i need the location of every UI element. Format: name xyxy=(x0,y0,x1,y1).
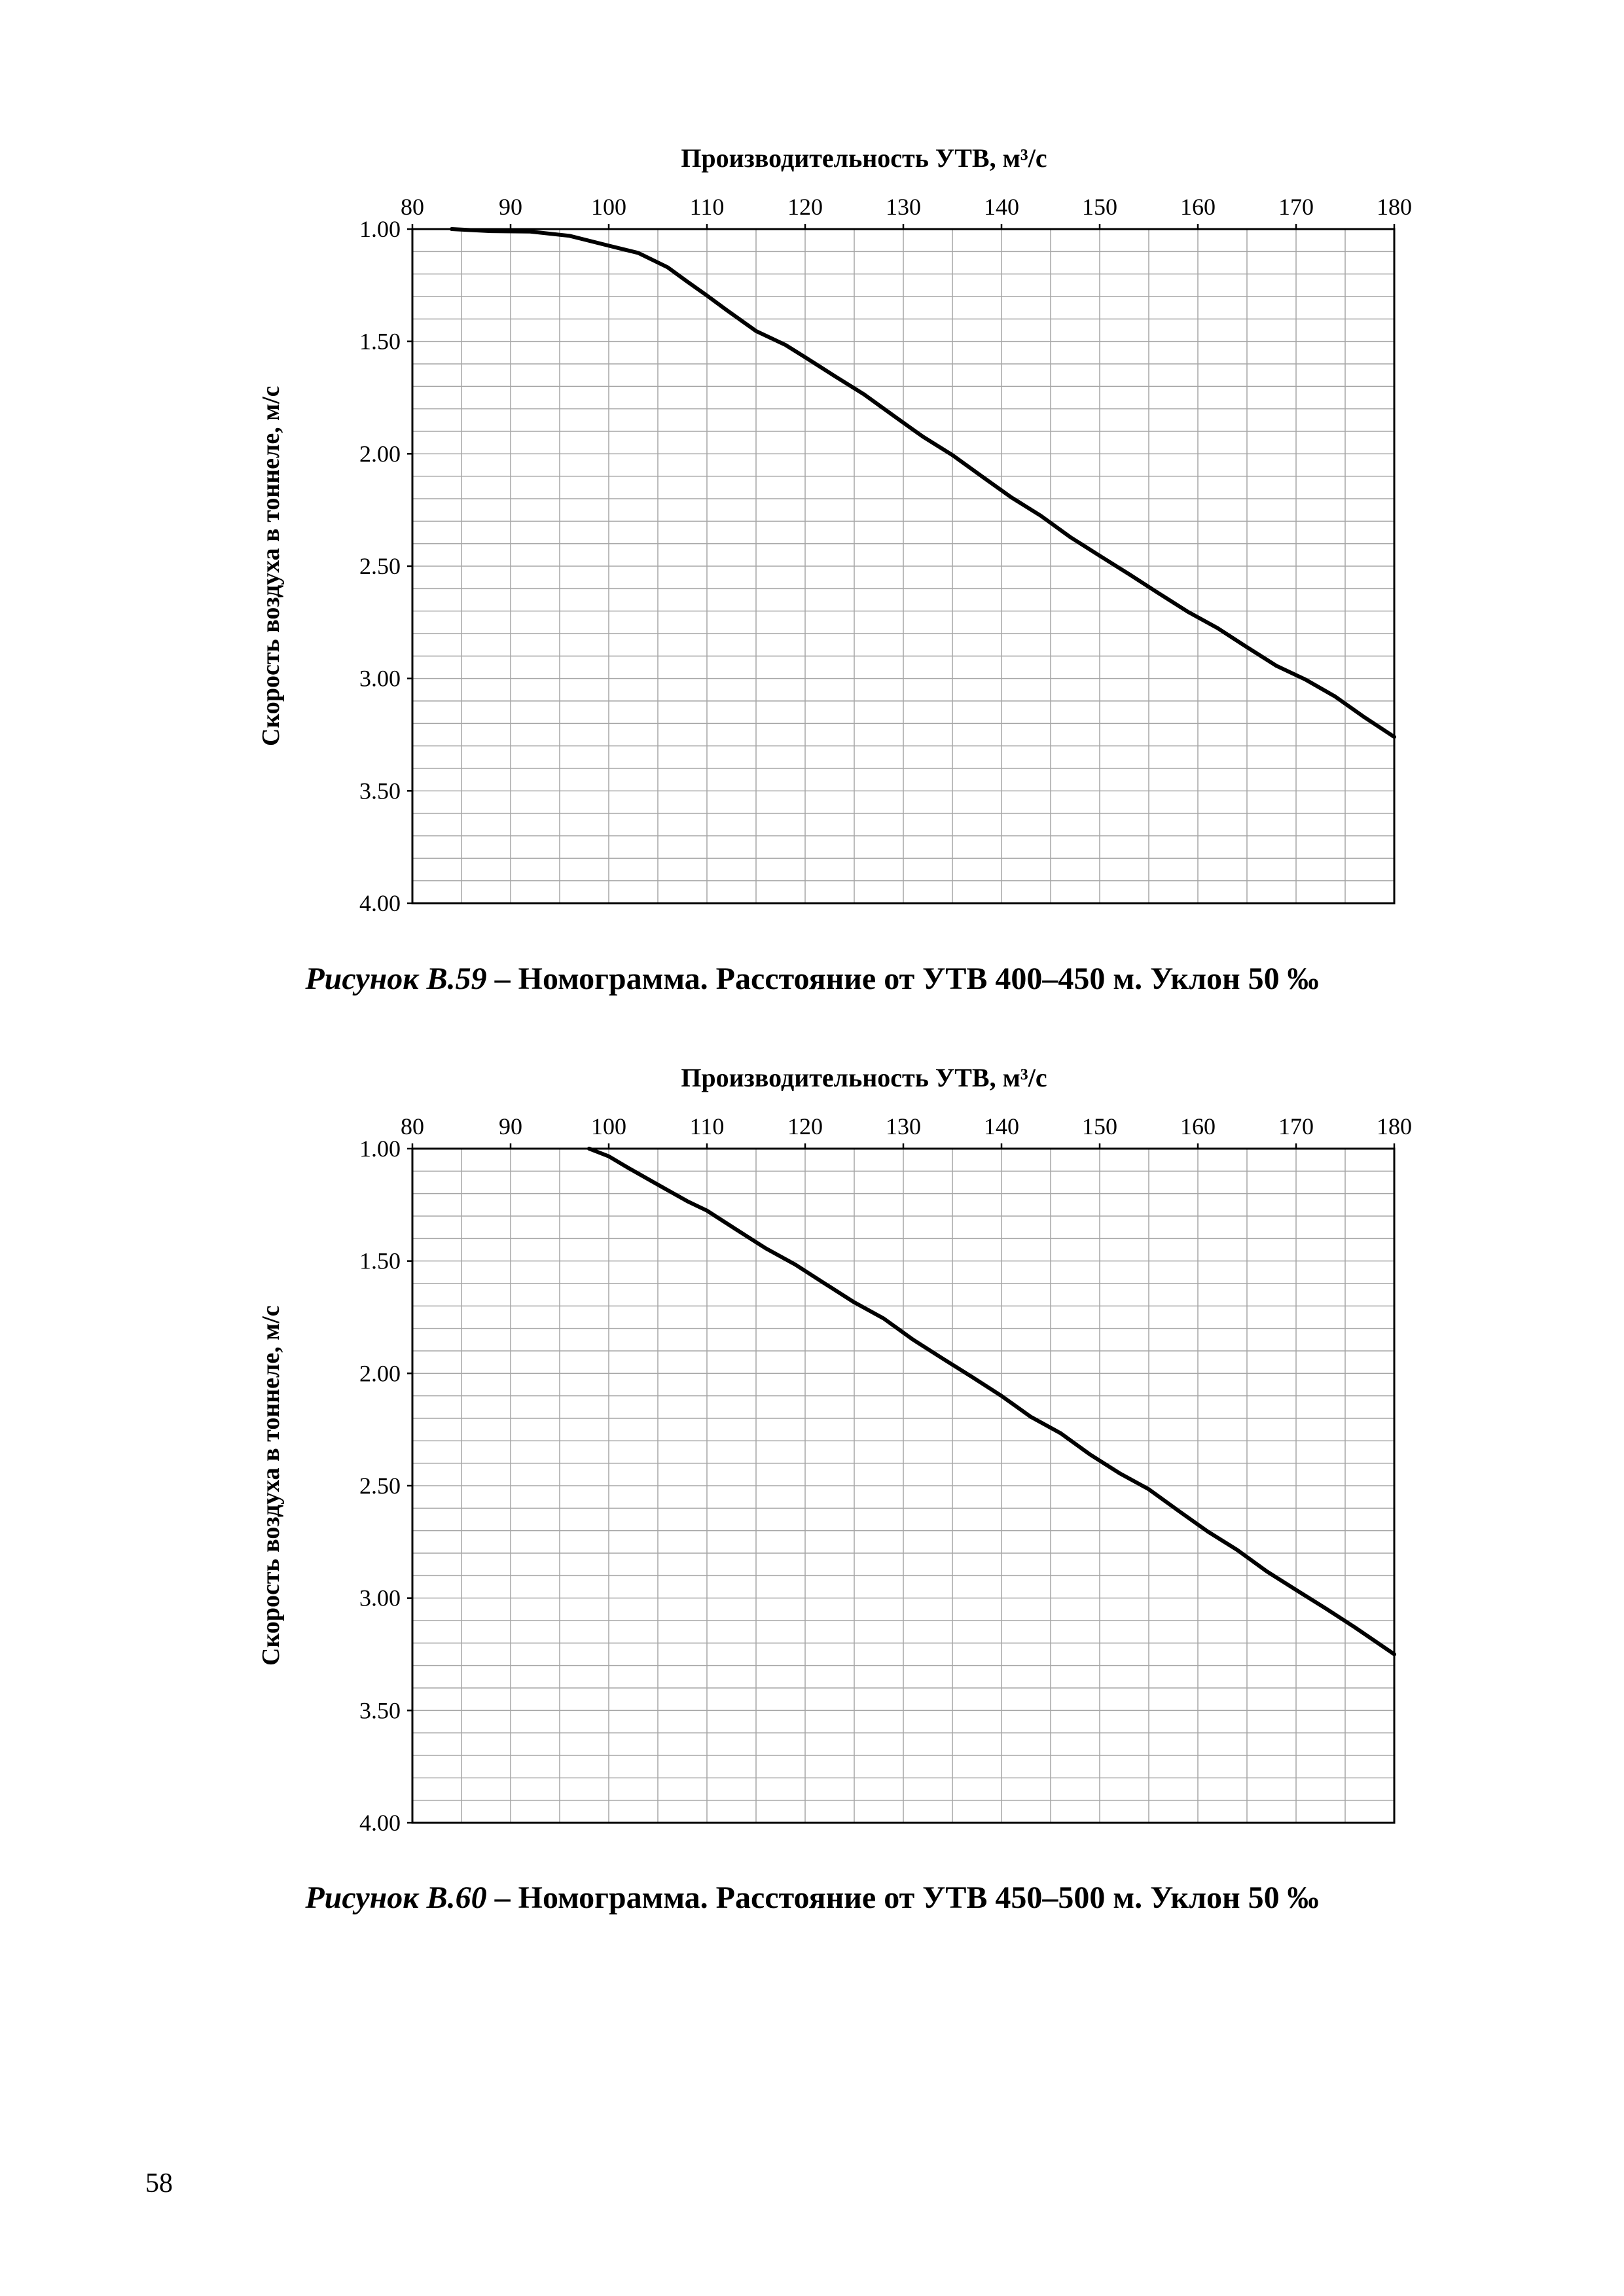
svg-text:170: 170 xyxy=(1278,1113,1314,1139)
svg-text:80: 80 xyxy=(401,1113,424,1139)
svg-text:180: 180 xyxy=(1377,1113,1412,1139)
svg-text:170: 170 xyxy=(1278,194,1314,220)
svg-text:130: 130 xyxy=(886,1113,921,1139)
svg-text:4.00: 4.00 xyxy=(359,1810,401,1836)
svg-text:3.50: 3.50 xyxy=(359,1697,401,1723)
svg-text:2.00: 2.00 xyxy=(359,1360,401,1386)
y-axis-title-2: Скорость воздуха в тоннеле, м/с xyxy=(257,1305,285,1666)
svg-text:1.00: 1.00 xyxy=(359,1136,401,1162)
x-axis-title-2: Производительность УТВ, м³/с xyxy=(681,1063,1047,1092)
x-axis-title-1: Производительность УТВ, м³/с xyxy=(681,143,1047,173)
page-number: 58 xyxy=(145,2168,173,2198)
svg-text:80: 80 xyxy=(401,194,424,220)
svg-text:160: 160 xyxy=(1180,1113,1216,1139)
svg-text:100: 100 xyxy=(591,194,626,220)
svg-text:120: 120 xyxy=(787,194,823,220)
svg-text:3.50: 3.50 xyxy=(359,778,401,804)
svg-text:180: 180 xyxy=(1377,194,1412,220)
svg-text:90: 90 xyxy=(499,194,522,220)
svg-text:110: 110 xyxy=(690,1113,725,1139)
svg-text:140: 140 xyxy=(984,1113,1019,1139)
figure-caption-2-number: Рисунок В.60 xyxy=(305,1880,487,1915)
svg-text:110: 110 xyxy=(690,194,725,220)
svg-text:160: 160 xyxy=(1180,194,1216,220)
svg-text:120: 120 xyxy=(787,1113,823,1139)
nomogram-chart-1: 80 90 100 110 120 130 140 150 160 170 180 1.00 1.50 2… xyxy=(359,194,1412,916)
svg-text:2.50: 2.50 xyxy=(359,553,401,579)
figure-caption-2: Рисунок В.60 – Номограмма. Расстояние от… xyxy=(0,1880,1624,1916)
svg-text:2.00: 2.00 xyxy=(359,440,401,467)
svg-text:150: 150 xyxy=(1082,1113,1117,1139)
y-axis-title-1: Скорость воздуха в тоннеле, м/с xyxy=(257,386,285,747)
figure-caption-1-number: Рисунок В.59 xyxy=(305,961,487,996)
svg-text:3.00: 3.00 xyxy=(359,1585,401,1611)
figure-caption-2-text: – Номограмма. Расстояние от УТВ 450–500 … xyxy=(486,1880,1319,1915)
svg-text:130: 130 xyxy=(886,194,921,220)
figure-caption-1-text: – Номограмма. Расстояние от УТВ 400–450 … xyxy=(486,961,1319,996)
svg-text:100: 100 xyxy=(591,1113,626,1139)
svg-text:3.00: 3.00 xyxy=(359,666,401,692)
svg-text:2.50: 2.50 xyxy=(359,1473,401,1499)
svg-text:1.00: 1.00 xyxy=(359,216,401,242)
svg-text:1.50: 1.50 xyxy=(359,329,401,355)
svg-text:90: 90 xyxy=(499,1113,522,1139)
nomogram-chart-2: 80 90 100 110 120 130 140 150 160 170 180 1.00 1.50 2… xyxy=(359,1113,1412,1836)
svg-text:150: 150 xyxy=(1082,194,1117,220)
svg-text:4.00: 4.00 xyxy=(359,890,401,916)
svg-text:140: 140 xyxy=(984,194,1019,220)
figure-caption-1: Рисунок В.59 – Номограмма. Расстояние от… xyxy=(0,961,1624,997)
svg-text:1.50: 1.50 xyxy=(359,1248,401,1274)
